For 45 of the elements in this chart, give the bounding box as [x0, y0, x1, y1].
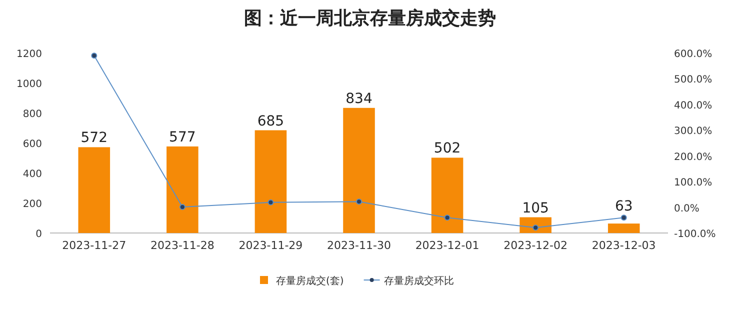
y2-tick-label: 100.0%	[674, 178, 712, 189]
y-tick-label: 200	[22, 199, 42, 210]
y-tick-label: 800	[22, 109, 42, 120]
legend-label: 存量房成交环比	[384, 275, 454, 287]
x-tick-label: 2023-11-28	[150, 239, 214, 252]
y2-tick-label: -100.0%	[674, 229, 716, 240]
data-label: 685	[257, 113, 284, 130]
point	[268, 199, 274, 206]
y-tick-label: 400	[22, 169, 42, 180]
data-label: 577	[169, 129, 196, 146]
y2-tick-label: 0.0%	[674, 203, 700, 214]
data-label: 572	[80, 130, 108, 146]
legend-label: 存量房成交(套)	[276, 275, 344, 287]
bar	[166, 146, 198, 233]
point	[179, 204, 186, 210]
x-tick-label: 2023-12-01	[415, 239, 480, 252]
bar	[431, 158, 464, 233]
y2-tick-label: 200.0%	[674, 152, 712, 163]
bar	[78, 147, 110, 233]
bar	[254, 130, 287, 233]
data-label: 502	[434, 140, 461, 157]
y2-tick-label: 500.0%	[674, 74, 712, 86]
y-tick-label: 0	[36, 229, 42, 240]
y2-tick-label: 300.0%	[674, 126, 712, 138]
x-tick-label: 2023-12-02	[504, 239, 568, 252]
x-tick-label: 2023-11-30	[327, 239, 391, 252]
y-tick-label: 600	[22, 139, 42, 150]
point	[444, 214, 450, 221]
x-tick-label: 2023-11-27	[62, 239, 126, 252]
point	[91, 52, 98, 59]
chart-title: 图：近一周北京存量房成交走势	[244, 8, 496, 29]
y-tick-label: 1000	[16, 79, 42, 90]
point	[620, 214, 627, 221]
data-label: 105	[522, 200, 549, 216]
y2-tick-label: 400.0%	[674, 100, 712, 112]
point	[532, 224, 539, 231]
data-label: 834	[346, 90, 372, 107]
point	[356, 198, 362, 205]
bar	[608, 224, 640, 233]
data-label: 63	[614, 198, 633, 215]
y2-tick-label: 600.0%	[674, 49, 712, 60]
bar	[343, 108, 375, 233]
x-tick-label: 2023-11-29	[238, 239, 303, 252]
x-tick-label: 2023-12-03	[592, 239, 656, 252]
y-tick-label: 1200	[16, 49, 42, 60]
